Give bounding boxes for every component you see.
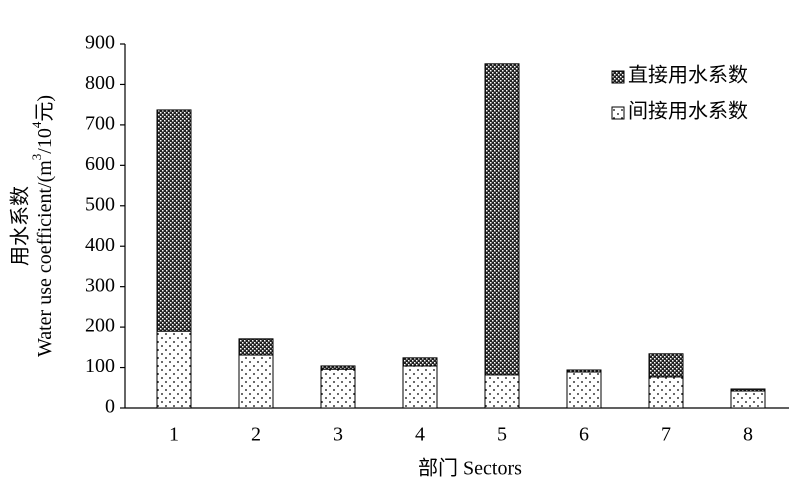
y-tick-label: 600 bbox=[85, 153, 115, 175]
x-tick-label: 1 bbox=[169, 424, 179, 446]
x-tick-label: 4 bbox=[415, 424, 425, 446]
bar-segment bbox=[566, 369, 602, 373]
y-label-superscript: 3 bbox=[29, 154, 44, 161]
bar-segment bbox=[566, 371, 602, 409]
y-tick-label: 900 bbox=[85, 32, 115, 54]
bar-segment bbox=[730, 390, 766, 409]
bar-segment bbox=[484, 63, 520, 376]
y-tick-label: 0 bbox=[105, 396, 115, 418]
legend-swatch bbox=[611, 106, 625, 120]
bar-segment bbox=[484, 374, 520, 409]
y-label-part: 元) bbox=[34, 95, 56, 122]
y-tick-label: 400 bbox=[85, 234, 115, 256]
y-axis-label: Water use coefficient/(m3/104元) bbox=[29, 95, 55, 357]
legend-label: 直接用水系数 bbox=[628, 64, 748, 87]
bar-segment bbox=[320, 365, 356, 370]
x-tick-label: 3 bbox=[333, 424, 343, 446]
bar-segment bbox=[156, 109, 192, 332]
bar-segment bbox=[730, 388, 766, 392]
x-axis-label: 部门 Sectors bbox=[418, 457, 522, 480]
bar-segment bbox=[156, 330, 192, 409]
legend-swatch bbox=[611, 70, 625, 84]
y-label-part: Water use coefficient/(m bbox=[34, 160, 56, 357]
bar-segment bbox=[238, 354, 274, 409]
y-label-part: /10 bbox=[34, 128, 56, 154]
y-axis-label-cn-text: 用水系数 bbox=[9, 186, 32, 266]
y-tick-label: 100 bbox=[85, 355, 115, 377]
x-tick-label: 6 bbox=[579, 424, 589, 446]
bar-segment bbox=[238, 338, 274, 356]
x-tick-label: 7 bbox=[661, 424, 671, 446]
bar-segment bbox=[648, 353, 684, 378]
x-tick-label: 5 bbox=[497, 424, 507, 446]
y-tick-label: 200 bbox=[85, 315, 115, 337]
y-axis-label-text: Water use coefficient/(m3/104元) bbox=[29, 95, 55, 357]
x-tick-label: 8 bbox=[743, 424, 753, 446]
bar-segment bbox=[402, 357, 438, 367]
y-tick-label: 700 bbox=[85, 112, 115, 134]
y-axis-label-cn: 用水系数 bbox=[9, 186, 32, 266]
bar-segment bbox=[402, 365, 438, 409]
y-tick-label: 300 bbox=[85, 274, 115, 296]
y-tick-label: 500 bbox=[85, 193, 115, 215]
bar-segment bbox=[320, 368, 356, 409]
bar-segment bbox=[648, 376, 684, 409]
y-label-superscript: 4 bbox=[29, 121, 44, 128]
y-tick-label: 800 bbox=[85, 72, 115, 94]
legend-label: 间接用水系数 bbox=[628, 100, 748, 123]
x-tick-label: 2 bbox=[251, 424, 261, 446]
